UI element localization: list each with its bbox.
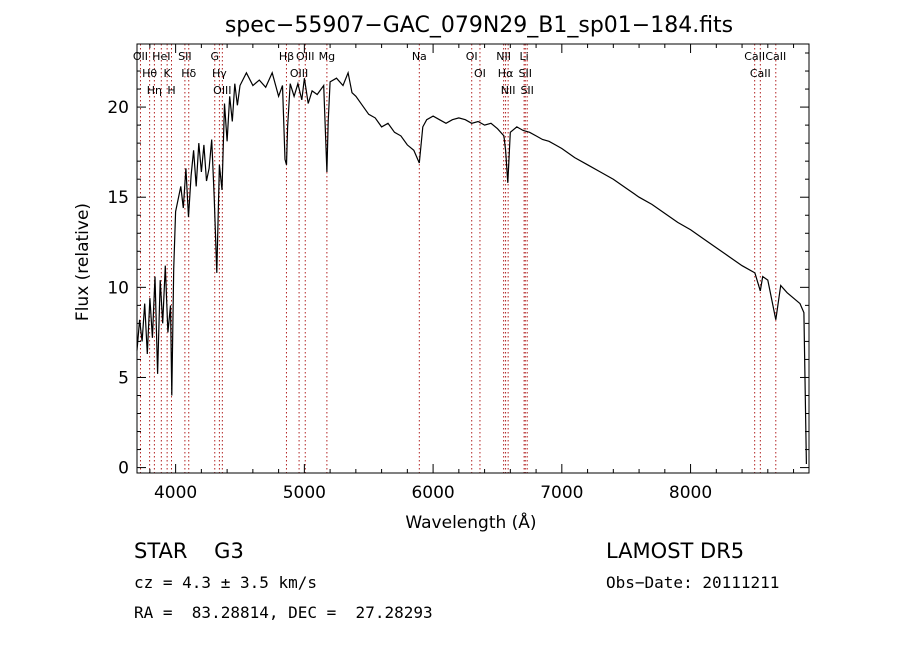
y-tick-label: 5 xyxy=(118,368,129,388)
x-tick-label: 4000 xyxy=(154,483,197,503)
spectral-line-label: SII xyxy=(178,50,191,63)
spectral-line-label: HeI xyxy=(152,50,170,63)
plot-frame xyxy=(136,43,810,474)
spectral-line-markers xyxy=(139,44,777,473)
y-tick-label: 20 xyxy=(107,98,129,118)
spectrum-line xyxy=(136,70,807,465)
spectral-line-label: CaII xyxy=(765,50,786,63)
y-axis-label: Flux (relative) xyxy=(73,203,93,321)
spectral-line-label: Hθ xyxy=(142,67,157,80)
x-axis: 4000 5000 6000 7000 8000 xyxy=(149,44,795,503)
spectral-line-label: OI xyxy=(466,50,478,63)
spectral-line-label: OIII xyxy=(296,50,314,63)
x-tick-label: 6000 xyxy=(411,483,454,503)
spectral-line-label: Li xyxy=(520,50,529,63)
chart-title: spec−55907−GAC_079N29_B1_sp01−184.fits xyxy=(225,13,733,38)
spectral-line-label: OI xyxy=(474,67,486,80)
survey-name: LAMOST DR5 xyxy=(606,539,745,563)
spectral-line-label: SII xyxy=(519,67,532,80)
spectral-line-label: Hγ xyxy=(212,67,227,80)
x-axis-label: Wavelength (Å) xyxy=(405,511,536,533)
y-tick-label: 10 xyxy=(107,278,129,298)
spectral-line-label: Mg xyxy=(319,50,335,63)
spectral-line-label: OII xyxy=(133,50,148,63)
observation-date: Obs−Date: 20111211 xyxy=(606,573,780,592)
spectral-line-label: NII xyxy=(496,50,511,63)
spectral-line-label: K xyxy=(164,67,172,80)
spectral-line-label: Hη xyxy=(147,84,162,97)
spectral-line-label: Hβ xyxy=(279,50,294,63)
spectral-line-label: Hα xyxy=(498,67,514,80)
spectral-line-label: OIII xyxy=(213,84,231,97)
spectral-line-label: G xyxy=(210,50,219,63)
y-tick-label: 0 xyxy=(118,459,129,479)
y-tick-label: 15 xyxy=(107,188,129,208)
object-class: STAR G3 xyxy=(134,539,244,563)
coordinates: RA = 83.28814, DEC = 27.28293 xyxy=(134,603,433,622)
spectral-line-label: Hδ xyxy=(181,67,196,80)
spectral-line-label: CaII xyxy=(750,67,771,80)
spectral-line-label: Na xyxy=(412,50,427,63)
spectral-line-label: SII xyxy=(520,84,533,97)
redshift-velocity: cz = 4.3 ± 3.5 km/s xyxy=(134,573,318,592)
spectral-line-label: CaII xyxy=(744,50,765,63)
x-tick-label: 7000 xyxy=(540,483,583,503)
x-tick-label: 8000 xyxy=(669,483,712,503)
spectral-line-label: OIII xyxy=(290,67,308,80)
spectral-line-label: NII xyxy=(501,84,516,97)
x-tick-label: 5000 xyxy=(283,483,326,503)
y-axis: 0 5 10 15 20 xyxy=(107,52,809,479)
spectral-line-label: H xyxy=(167,84,175,97)
